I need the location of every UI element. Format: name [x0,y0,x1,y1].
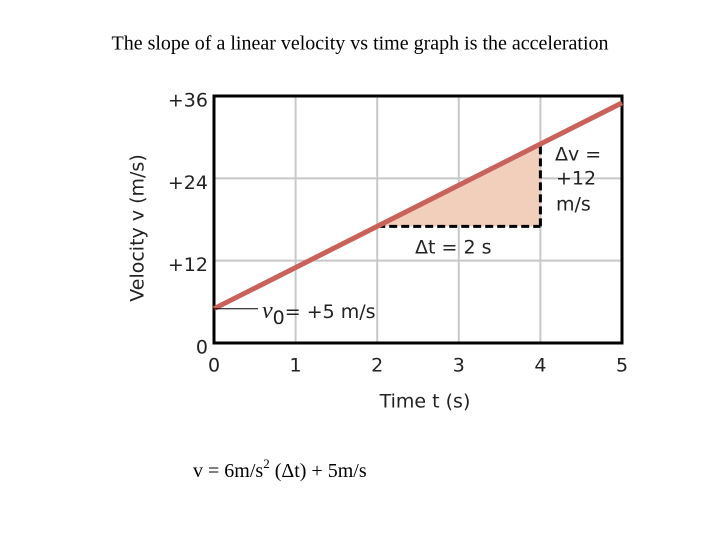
formula: v = 6m/s2 (Δt) + 5m/s [193,456,367,482]
x-tick-label: 0 [208,355,220,377]
y-tick-label: +36 [168,90,208,112]
y-tick-label: 0 [196,337,208,359]
y-tick-label: +12 [168,254,208,276]
annotation: Δt = 2 s [415,237,491,259]
annotation: Δv = [555,144,601,166]
plot-frame [212,94,624,345]
slide-title: The slope of a linear velocity vs time g… [111,33,608,55]
y-axis-label: Velocity v (m/s) [127,154,149,302]
x-tick-label: 4 [534,355,546,377]
y-tick-label: +24 [168,172,208,194]
formula-text: (Δt) + 5m/s [270,460,367,482]
x-axis-label: Time t (s) [379,391,471,413]
velocity-line [212,100,624,311]
x-tick-label: 3 [453,355,465,377]
v0-text: = +5 m/s [285,301,376,323]
x-tick-label: 2 [371,355,383,377]
annotation: v0= +5 m/s [262,298,376,329]
formula-sup: 2 [263,456,270,471]
formula-text: v = 6m/s [193,460,263,482]
x-tick-label: 1 [290,355,302,377]
v0-sub: 0 [273,307,285,329]
annotation: m/s [556,194,591,216]
annotation: +12 [556,168,596,190]
x-tick-label: 5 [616,355,628,377]
v0-symbol: v [262,298,273,324]
